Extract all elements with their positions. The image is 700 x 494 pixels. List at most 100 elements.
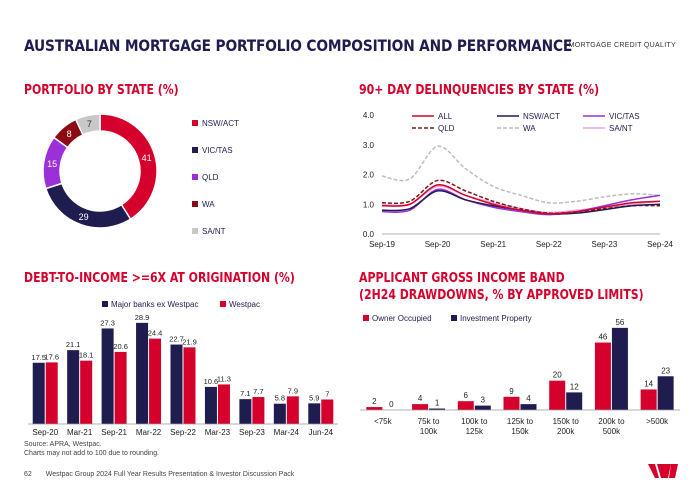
income-bar-label: 4 [526, 394, 531, 403]
donut-slice-label: 29 [79, 212, 89, 222]
donut-slice-label: 41 [142, 153, 152, 163]
dti-bar-label: 17.6 [44, 352, 59, 361]
income-bar-label: 4 [418, 394, 423, 403]
dti-bar-label: 21.1 [66, 340, 81, 349]
income-bar [412, 404, 429, 410]
legend-swatch [102, 301, 108, 307]
x-tick-label: Mar-24 [274, 428, 300, 437]
x-tick-label: 100k to [461, 417, 488, 426]
y-tick-label: 1.0 [363, 200, 375, 209]
x-tick-label: <75k [374, 417, 393, 426]
income-bar-label: 6 [464, 391, 469, 400]
dti-bar-label: 7.7 [253, 387, 263, 396]
donut-slice-label: 7 [87, 119, 92, 129]
income-bar [594, 342, 611, 410]
income-bar-label: 23 [661, 366, 670, 375]
dti-bar-label: 27.3 [100, 318, 115, 327]
dti-bar-label: 7.1 [240, 389, 250, 398]
legend-label: NSW/ACT [523, 112, 560, 121]
income-bar [640, 389, 657, 410]
income-bar-label: 12 [570, 382, 579, 391]
x-tick-label: 125k to [507, 417, 534, 426]
legend-swatch [192, 228, 198, 234]
dti-bar [217, 384, 230, 424]
legend-label: Westpac [229, 300, 260, 309]
dti-bar-label: 10.6 [204, 377, 219, 386]
dti-bar [273, 403, 286, 424]
legend-label: Owner Occupied [372, 314, 432, 323]
dti-bar [252, 397, 265, 424]
x-tick-label: Mar-21 [67, 428, 93, 437]
delinquency-chart-title: 90+ DAY DELINQUENCIES BY STATE (%) [359, 83, 600, 98]
footer: 62 Westpac Group 2024 Full Year Results … [24, 471, 294, 478]
income-bar [503, 396, 520, 410]
x-tick-label: 100k [420, 427, 438, 436]
page-number: 62 [24, 471, 32, 478]
x-tick-label: Sep-21 [480, 240, 506, 249]
dti-bar-label: 17.5 [31, 353, 46, 362]
dti-bar [149, 338, 162, 424]
dti-bar [183, 347, 196, 424]
income-bar-label: 14 [644, 379, 653, 388]
dti-bar-label: 7.9 [288, 386, 298, 395]
income-bar-label: 1 [435, 399, 440, 408]
dti-bar [136, 322, 149, 424]
x-tick-label: Sep-22 [170, 428, 196, 437]
dti-bar [80, 360, 93, 424]
income-bar-label: 20 [553, 371, 562, 380]
x-tick-label: Jun-24 [309, 428, 334, 437]
dti-bar [321, 399, 334, 424]
legend-swatch [192, 120, 198, 126]
x-tick-label: 500k [603, 427, 621, 436]
delinquency-line-chart: 0.0 1.0 2.0 3.0 4.0 Sep-19 Sep-20 Sep-21 Sep-22 S… [363, 111, 674, 249]
income-bar [366, 407, 383, 410]
dti-bar-label: 28.9 [135, 313, 150, 322]
income-bar [457, 401, 474, 410]
dti-bar [45, 362, 58, 424]
legend-label: VIC/TAS [609, 112, 640, 121]
x-tick-label: 150k to [553, 417, 580, 426]
income-bar [657, 376, 674, 410]
income-bar [429, 408, 446, 410]
income-bar-label: 46 [598, 333, 607, 342]
legend-swatch [451, 315, 457, 321]
income-bar [474, 405, 491, 410]
legend-label: SA/NT [202, 227, 226, 236]
income-bar-label: 0 [389, 400, 394, 409]
x-tick-label: Sep-21 [101, 428, 127, 437]
dti-bar [32, 362, 45, 424]
legend-label: Major banks ex Westpac [111, 300, 198, 309]
line-series-all [381, 184, 661, 215]
income-bar-label: 9 [509, 387, 514, 396]
x-tick-label: Sep-19 [369, 240, 395, 249]
x-tick-label: Sep-23 [239, 428, 265, 437]
x-tick-label: 200k [557, 427, 575, 436]
dti-chart-title: DEBT-TO-INCOME >=6X AT ORIGINATION (%) [24, 271, 295, 286]
line-series-qld [381, 179, 661, 215]
portfolio-donut-chart: 41 29 15 8 7 NSW/ACT VIC/TAS QLD WA SA/NT [42, 113, 239, 236]
line-series-vic-tas [381, 188, 661, 216]
dti-bar [239, 399, 252, 424]
income-bar-label: 2 [372, 397, 377, 406]
legend-label: SA/NT [609, 124, 633, 133]
income-bar-label: 56 [615, 318, 624, 327]
legend-swatch [192, 201, 198, 207]
dti-bar-label: 21.9 [182, 337, 197, 346]
dti-bar-label: 20.6 [113, 342, 128, 351]
y-tick-label: 0.0 [363, 230, 375, 239]
line-series-wa [381, 145, 661, 204]
donut-slice-label: 15 [47, 159, 57, 169]
x-tick-label: Sep-23 [592, 240, 618, 249]
dti-bar [114, 351, 127, 424]
donut-slice-sa-nt [74, 113, 101, 136]
x-tick-label: >500k [646, 417, 669, 426]
income-bar [520, 404, 537, 410]
dti-bar [67, 350, 80, 424]
x-tick-label: Sep-24 [647, 240, 673, 249]
dti-bar-label: 24.4 [148, 329, 163, 338]
dti-bar [170, 344, 183, 424]
dti-bar-label: 22.7 [169, 335, 184, 344]
legend-label: ALL [438, 112, 453, 121]
income-chart-title: APPLICANT GROSS INCOME BAND [359, 271, 565, 286]
